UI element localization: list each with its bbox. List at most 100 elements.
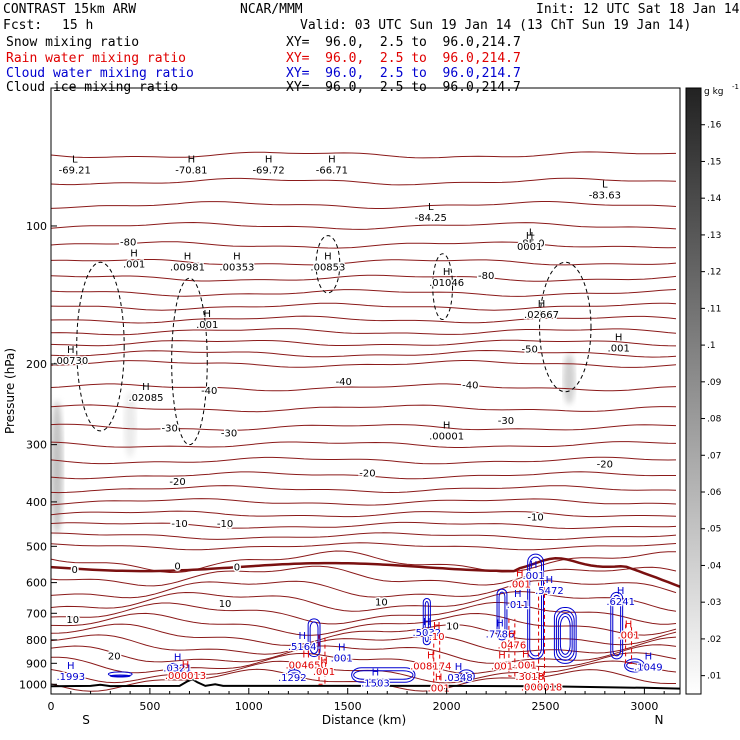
legend-cloudwater-name: Cloud water mixing ratio	[6, 66, 194, 81]
snow-shade-1	[563, 353, 576, 405]
extremum-kind-44: H	[498, 650, 506, 661]
extremum-value-7: .001	[123, 259, 145, 270]
extremum-kind-10: H	[324, 252, 332, 263]
isotherm-label-4: -40	[336, 377, 352, 388]
extremum-kind-37: H	[508, 630, 516, 641]
y-tick-label-3: 400	[26, 496, 47, 509]
forecast-hour: 15 h	[62, 18, 94, 33]
extremum-value-31: .0348	[444, 673, 473, 684]
cloud-ice-contour-1	[171, 277, 208, 446]
extremum-kind-42: H	[435, 673, 443, 684]
cloud-water-contour-2-0	[422, 598, 431, 646]
extremum-kind-40: H	[320, 656, 328, 667]
extremum-value-30: .1503	[361, 678, 390, 689]
extremum-kind-28: H	[174, 653, 182, 664]
extremum-value-35: .000013	[165, 671, 206, 682]
extremum-kind-3: H	[328, 155, 336, 166]
extremum-kind-32: H	[645, 652, 653, 663]
colorbar-tick-label-9: .1	[707, 341, 716, 351]
x-tick-label-5: 2500	[531, 700, 559, 713]
hydrometeor-contours	[76, 235, 645, 688]
colorbar-gradient	[685, 87, 702, 695]
extremum-kind-36: H	[526, 661, 534, 672]
extremum-value-28: .0321	[163, 664, 192, 675]
isotherm-5	[51, 259, 677, 266]
colorbar-tick-label-4: .05	[707, 525, 721, 535]
rain-contour-4	[625, 624, 633, 664]
legend-cloudwater-xy: XY= 96.0, 2.5 to 96.0,214.7	[286, 66, 521, 81]
valid-time: Valid: 03 UTC Sun 19 Jan 14 (13 ChT Sun …	[300, 18, 692, 33]
snow-shade-0	[51, 400, 63, 534]
colorbar-tick-label-3: .04	[707, 561, 722, 571]
cloud-water-contour-7-0	[351, 667, 416, 683]
x-tick-label-4: 2000	[433, 700, 461, 713]
extremum-kind-25: H	[298, 631, 306, 642]
x-axis: 0 500 1000 1500 2000 2500 3000	[48, 688, 665, 713]
extremum-value-41: .001	[515, 660, 537, 671]
isotherm-label-13: -10	[217, 519, 233, 530]
legend-rain-name: Rain water mixing ratio	[6, 51, 187, 66]
extremum-kind-33: H	[302, 649, 310, 660]
extremum-value-23: .5032	[412, 628, 441, 639]
extremum-kind-16: H	[67, 345, 75, 356]
extremum-value-43: .000018	[521, 682, 562, 693]
colorbar-tick-label-13: .14	[707, 194, 722, 204]
extremum-value-2: -69.72	[252, 166, 284, 177]
cloud-water-contour-11-0	[287, 669, 301, 677]
x-tick-label-3: 1500	[334, 700, 362, 713]
isotherm-label-0: -80	[120, 237, 136, 248]
cloud-water-contour-1-0	[553, 607, 577, 664]
extremum-kind-20: H	[546, 575, 554, 586]
organization-label: NCAR/MMM	[240, 2, 303, 17]
isotherm-7	[51, 289, 677, 297]
extremum-kind-11: H	[443, 267, 451, 278]
isotherm-29	[51, 590, 677, 612]
extremum-value-32: .1049	[634, 663, 663, 674]
isotherm-label-11: -20	[597, 460, 613, 471]
isotherm-18	[51, 456, 677, 465]
isotherm-label-20: 10	[66, 615, 79, 626]
terrain-profile	[51, 678, 680, 690]
isotherm-30	[51, 602, 677, 625]
cloud-water-contour-9-1	[626, 661, 643, 670]
extremum-value-3: -66.71	[316, 166, 348, 177]
extremum-kind-5: L	[602, 180, 608, 191]
isotherm-zero	[51, 557, 680, 588]
isotherm-24	[51, 532, 677, 541]
extremum-kind-34: H	[427, 650, 435, 661]
cloud-water-contour-0-0	[527, 553, 545, 660]
rain-contour-5	[184, 668, 191, 676]
extremum-value-27: .1993	[56, 672, 85, 683]
extremum-value-9: .00353	[219, 263, 254, 274]
cloud-water-contour-1-1	[555, 610, 575, 661]
extremum-value-42: .001	[428, 684, 450, 695]
x-tick-label-0: 0	[48, 700, 55, 713]
extremum-value-22: .011	[507, 600, 529, 611]
colorbar-tick-label-8: .09	[707, 378, 722, 388]
legend-rain-xy: XY= 96.0, 2.5 to 96.0,214.7	[286, 51, 521, 66]
cloud-water-contour-4-1	[612, 594, 622, 657]
extremum-value-5: -83.63	[589, 191, 621, 202]
cloud-water-contour-3-1	[498, 591, 506, 638]
isotherm-label-7: -30	[221, 428, 237, 439]
extremum-kind-13: H	[538, 299, 546, 310]
isotherm-12	[51, 349, 677, 358]
y-tick-label-0: 100	[26, 220, 47, 233]
isotherm-26	[51, 550, 676, 574]
isotherm-10	[51, 328, 677, 336]
extremum-value-8: .00981	[170, 263, 205, 274]
extremum-value-18: .00001	[429, 431, 464, 442]
colorbar-unit-exponent: -1	[732, 83, 739, 91]
isotherm-label-12: -10	[171, 519, 187, 530]
extremum-value-33: .004650	[285, 660, 326, 671]
extremum-kind-18: H	[443, 420, 451, 431]
cloud-water-contour-11-1	[289, 672, 299, 676]
y-tick-label-8: 900	[26, 657, 47, 670]
extremum-value-19: .001	[522, 571, 544, 582]
isotherm-33	[51, 634, 677, 655]
extremum-value-16: .00730	[53, 356, 88, 367]
isotherm-15	[51, 404, 677, 413]
y-tick-label-2: 300	[26, 439, 47, 452]
extremum-value-39: .001	[617, 631, 639, 642]
extremum-kind-15: H	[615, 332, 623, 343]
